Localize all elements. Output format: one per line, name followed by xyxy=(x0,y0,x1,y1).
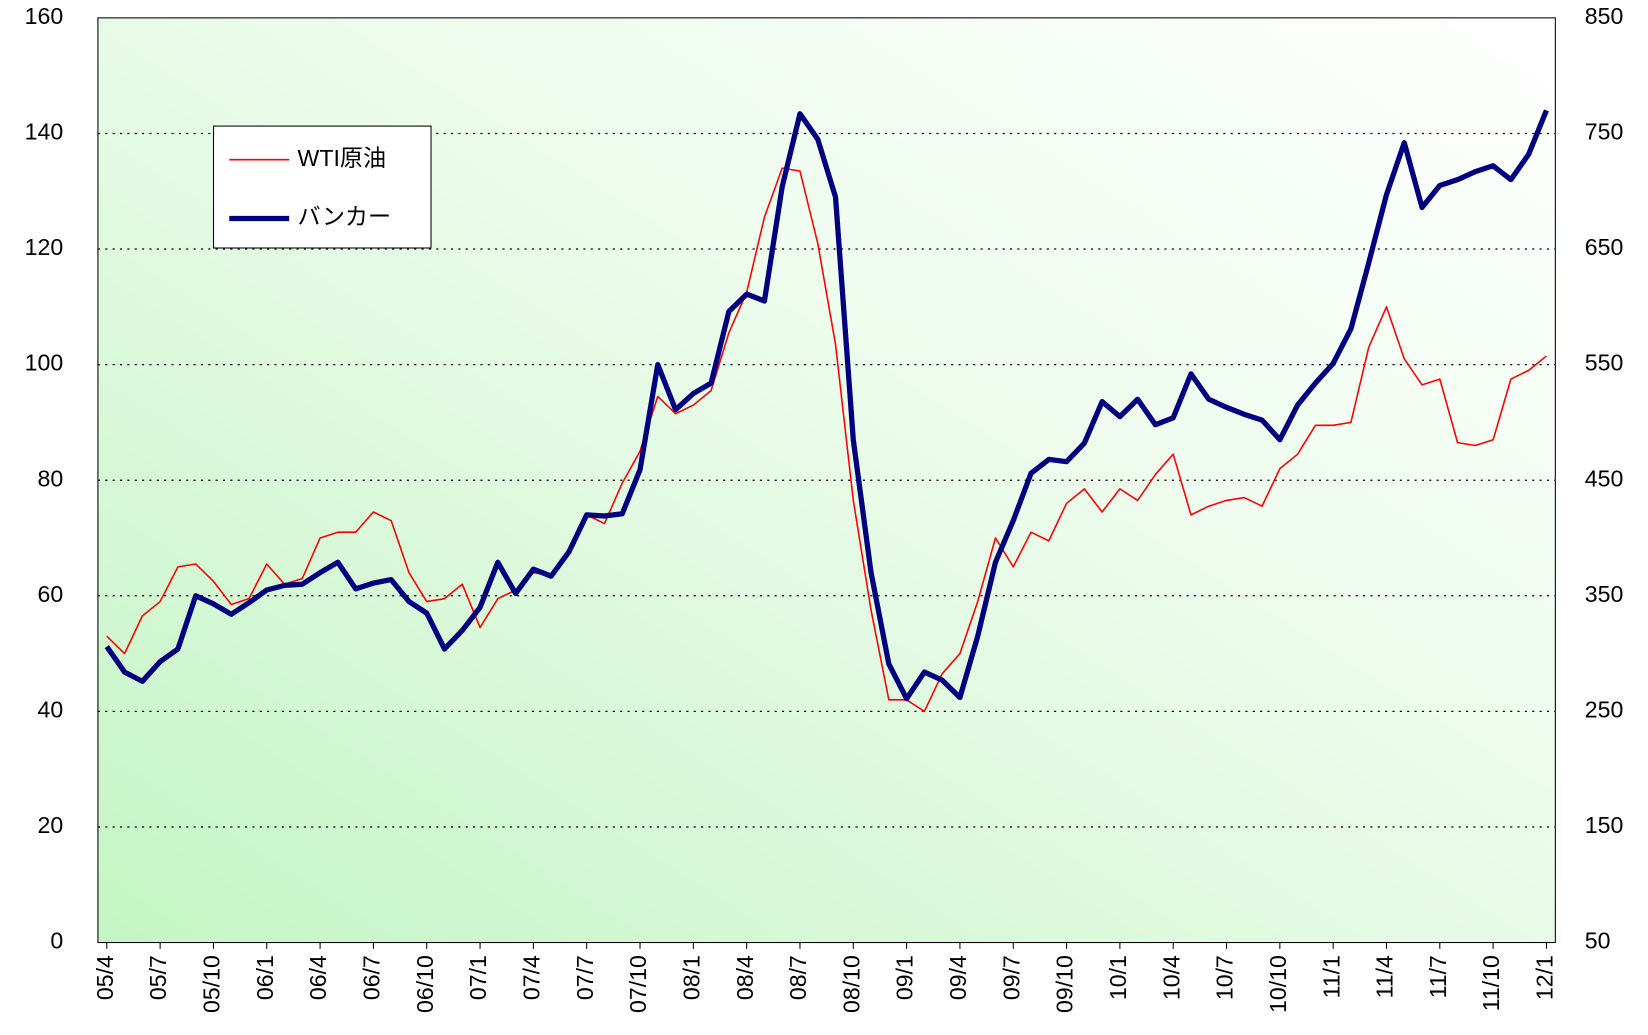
y2-tick-label: 650 xyxy=(1585,234,1624,260)
legend-box xyxy=(212,125,432,249)
x-tick-label: 08/4 xyxy=(732,955,758,1000)
x-tick-label: 11/1 xyxy=(1318,955,1344,998)
y2-tick-label: 350 xyxy=(1585,581,1624,607)
y2-tick-label: 150 xyxy=(1585,812,1624,838)
x-tick-label: 07/10 xyxy=(625,955,651,1013)
x-tick-label: 10/7 xyxy=(1212,955,1238,1000)
x-tick-label: 11/7 xyxy=(1425,955,1451,998)
y-tick-label: 60 xyxy=(38,581,64,607)
y2-tick-label: 250 xyxy=(1585,696,1624,722)
y2-tick-label: 50 xyxy=(1585,928,1611,954)
y-tick-label: 160 xyxy=(25,3,64,29)
x-tick-label: 05/7 xyxy=(145,955,171,1000)
x-tick-label: 09/1 xyxy=(892,955,918,1000)
x-tick-label: 06/7 xyxy=(359,955,385,1000)
x-tick-label: 08/7 xyxy=(785,955,811,1000)
x-tick-label: 09/7 xyxy=(998,955,1024,1000)
x-tick-label: 05/4 xyxy=(92,955,118,1000)
y-tick-label: 40 xyxy=(38,696,64,722)
series-line xyxy=(104,109,1549,702)
x-tick-label: 12/1 xyxy=(1532,955,1558,1000)
y2-tick-label: 450 xyxy=(1585,465,1624,491)
x-tick-label: 10/10 xyxy=(1265,955,1291,1013)
y-tick-label: 20 xyxy=(38,812,64,838)
x-tick-label: 09/4 xyxy=(945,955,971,1000)
series-line xyxy=(106,167,1547,713)
x-tick-label: 06/4 xyxy=(305,955,331,1000)
y2-tick-label: 850 xyxy=(1585,3,1624,29)
y2-tick-label: 550 xyxy=(1585,350,1624,376)
x-tick-label: 10/1 xyxy=(1105,955,1131,1000)
x-tick-label: 07/7 xyxy=(572,955,598,1000)
legend-label: バンカー xyxy=(298,204,392,230)
x-tick-label: 06/1 xyxy=(252,955,278,1000)
x-tick-label: 08/10 xyxy=(838,955,864,1013)
y-tick-label: 100 xyxy=(25,350,64,376)
x-tick-label: 10/4 xyxy=(1158,955,1184,1000)
y-tick-label: 140 xyxy=(25,119,64,145)
y-tick-label: 0 xyxy=(50,928,63,954)
x-tick-label: 07/1 xyxy=(465,955,491,1000)
x-tick-label: 09/10 xyxy=(1052,955,1078,1013)
y2-tick-label: 750 xyxy=(1585,119,1624,145)
x-tick-label: 11/4 xyxy=(1372,955,1398,998)
y-tick-label: 80 xyxy=(38,465,64,491)
x-tick-label: 11/10 xyxy=(1478,955,1504,1011)
x-tick-label: 05/10 xyxy=(199,955,225,1013)
legend-label: WTI原油 xyxy=(298,145,387,171)
x-tick-label: 08/1 xyxy=(678,955,704,1000)
x-tick-label: 06/10 xyxy=(412,955,438,1013)
y-tick-label: 120 xyxy=(25,234,64,260)
x-tick-label: 07/4 xyxy=(518,955,544,1000)
